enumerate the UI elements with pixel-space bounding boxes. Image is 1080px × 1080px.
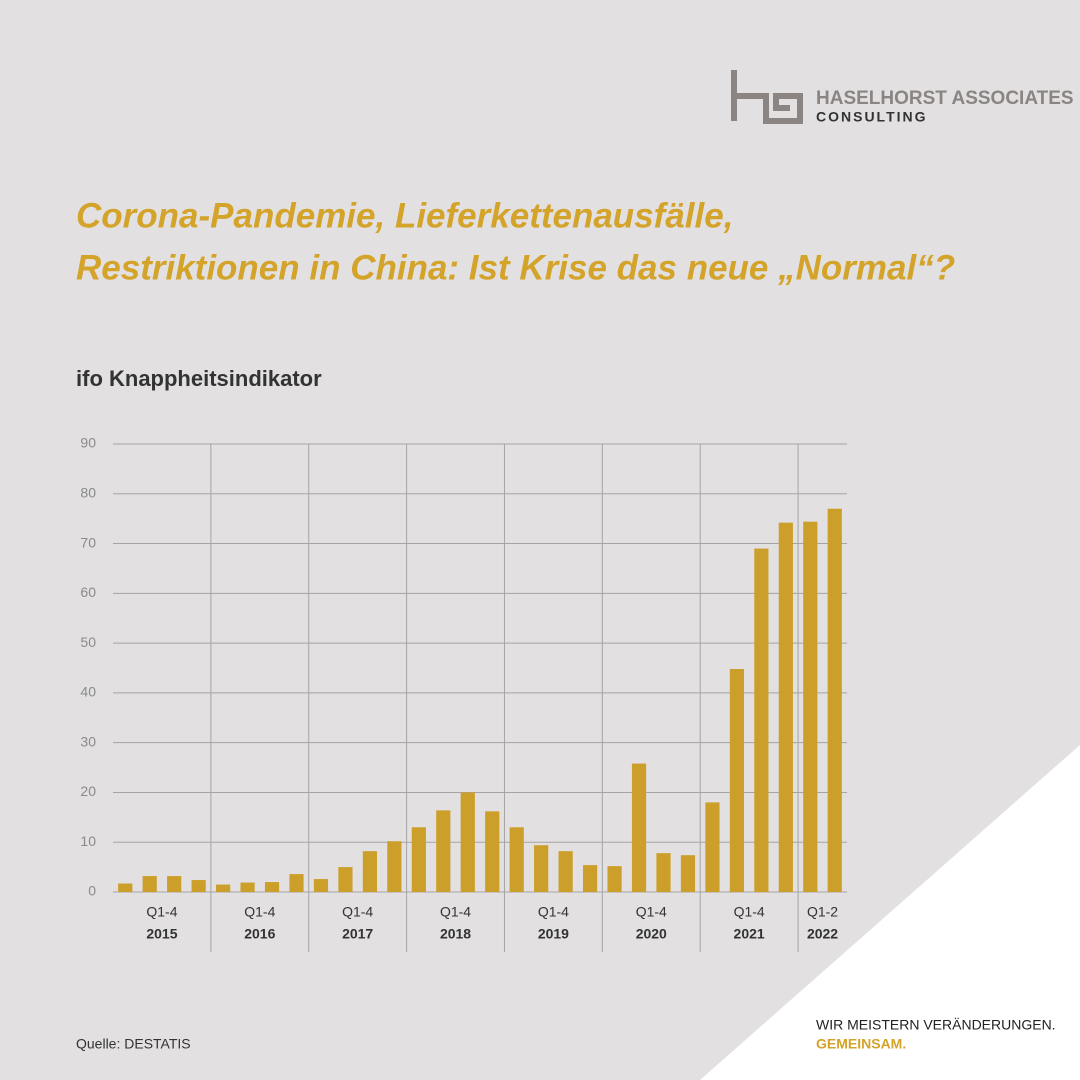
bar	[191, 880, 206, 892]
x-group-label: Q1-4	[636, 904, 667, 920]
bar	[631, 763, 647, 892]
y-tick-label: 20	[80, 783, 96, 799]
x-group-year: 2018	[440, 926, 471, 942]
bar	[216, 884, 231, 892]
y-tick-label: 90	[80, 435, 96, 451]
bar	[705, 802, 720, 892]
bar	[436, 810, 451, 892]
source: Quelle: DESTATIS	[76, 1036, 191, 1052]
bar	[509, 827, 524, 892]
x-group-year: 2021	[734, 926, 765, 942]
headline: Restriktionen in China: Ist Krise das ne…	[76, 248, 955, 287]
bar	[656, 853, 671, 892]
x-group-label: Q1-4	[734, 904, 765, 920]
x-group-label: Q1-4	[244, 904, 275, 920]
y-tick-label: 70	[80, 534, 96, 550]
bar	[680, 855, 696, 892]
bar	[118, 883, 133, 892]
bar	[167, 876, 182, 892]
bar	[289, 874, 304, 892]
x-group-label: Q1-4	[538, 904, 569, 920]
tagline: WIR MEISTERN VERÄNDERUNGEN.	[816, 1017, 1056, 1033]
bar	[264, 882, 280, 892]
bar	[460, 792, 475, 892]
bar	[803, 521, 818, 892]
x-group-year: 2020	[636, 926, 667, 942]
corner-triangle	[700, 745, 1080, 1080]
x-group-year: 2015	[146, 926, 177, 942]
y-tick-label: 60	[80, 584, 96, 600]
bar	[387, 841, 402, 892]
bar	[485, 811, 500, 892]
bar	[778, 522, 793, 892]
brand-name: HASELHORST ASSOCIATES	[816, 88, 1074, 109]
bar	[313, 879, 329, 892]
bar	[729, 668, 744, 892]
y-tick-label: 0	[88, 883, 96, 899]
y-tick-label: 50	[80, 634, 96, 650]
y-tick-label: 80	[80, 484, 96, 500]
tagline: GEMEINSAM.	[816, 1036, 906, 1052]
x-group-year: 2017	[342, 926, 373, 942]
bar	[240, 882, 255, 892]
bar	[583, 865, 598, 892]
bar	[142, 876, 157, 892]
logo	[731, 70, 803, 124]
bar	[827, 508, 842, 892]
x-group-label: Q1-4	[440, 904, 471, 920]
bar	[558, 851, 573, 892]
headline: Corona-Pandemie, Lieferkettenausfälle,	[76, 196, 733, 235]
x-group-year: 2016	[244, 926, 275, 942]
bar	[362, 851, 377, 892]
y-tick-label: 40	[80, 684, 96, 700]
y-tick-label: 10	[80, 833, 96, 849]
bar	[607, 866, 622, 892]
x-group-label: Q1-2	[807, 904, 838, 920]
x-group-year: 2019	[538, 926, 569, 942]
bar	[338, 867, 353, 892]
x-group-label: Q1-4	[342, 904, 373, 920]
y-tick-label: 30	[80, 733, 96, 749]
bar	[411, 827, 426, 892]
x-group-label: Q1-4	[146, 904, 177, 920]
x-group-year: 2022	[807, 926, 838, 942]
chart-title: ifo Knappheitsindikator	[76, 366, 322, 391]
bar	[534, 845, 549, 892]
brand-sub: CONSULTING	[816, 109, 928, 125]
bar	[754, 548, 769, 892]
